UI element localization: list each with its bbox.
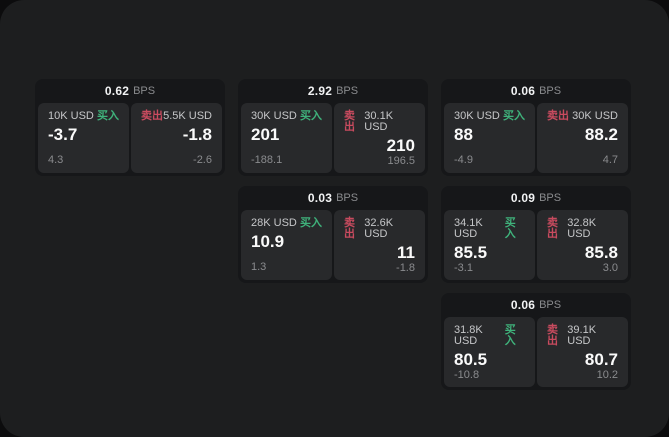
buy-panel[interactable]: 31.8K USD 买入 80.5 -10.8 [444, 317, 535, 387]
sell-panel[interactable]: 卖出 32.6K USD 11 -1.8 [334, 210, 425, 280]
quote-card[interactable]: 0.03 BPS 28K USD 买入 10.9 1.3 卖出 32.6K US… [238, 186, 428, 283]
quote-card[interactable]: 0.06 BPS 31.8K USD 买入 80.5 -10.8 卖出 39.1… [441, 293, 631, 390]
bps-unit-label: BPS [539, 85, 562, 97]
bps-value: 2.92 [307, 84, 333, 98]
buy-panel[interactable]: 30K USD 买入 88 -4.9 [444, 103, 535, 173]
bps-header: 2.92 BPS [241, 79, 425, 103]
sell-size-label: 32.6K USD [364, 217, 394, 240]
buy-tag[interactable]: 买入 [504, 217, 516, 240]
sell-panel[interactable]: 卖出 30K USD 88.2 4.7 [537, 103, 628, 173]
buy-size-label: 28K USD [251, 217, 297, 229]
buy-change: -188.1 [251, 154, 283, 166]
bps-unit-label: BPS [539, 192, 562, 204]
sell-panel[interactable]: 卖出 39.1K USD 80.7 10.2 [537, 317, 628, 387]
buy-tag[interactable]: 买入 [300, 217, 322, 229]
bps-header: 0.03 BPS [241, 186, 425, 210]
sell-change: -2.6 [193, 154, 212, 166]
sell-size-label: 39.1K USD [567, 324, 597, 347]
buy-change: -3.1 [454, 261, 473, 274]
quote-card[interactable]: 0.06 BPS 30K USD 买入 88 -4.9 卖出 30K USD 8… [441, 79, 631, 176]
buy-panel[interactable]: 30K USD 买入 201 -188.1 [241, 103, 332, 173]
bps-header: 0.06 BPS [444, 79, 628, 103]
bps-header: 0.09 BPS [444, 186, 628, 210]
buy-price: 85.5 [454, 243, 488, 262]
bps-value: 0.03 [307, 191, 333, 205]
bps-header: 0.62 BPS [38, 79, 222, 103]
sell-price: -1.8 [182, 125, 212, 144]
buy-size-label: 30K USD [454, 110, 500, 122]
sell-price: 88.2 [584, 125, 618, 144]
buy-size-label: 30K USD [251, 110, 297, 122]
sell-tag[interactable]: 卖出 [547, 217, 558, 240]
buy-tag[interactable]: 买入 [503, 110, 525, 122]
sell-change: 196.5 [387, 154, 415, 167]
buy-change: 4.3 [48, 154, 64, 166]
bps-header: 0.06 BPS [444, 293, 628, 317]
quote-card[interactable]: 0.09 BPS 34.1K USD 买入 85.5 -3.1 卖出 32.8K… [441, 186, 631, 283]
sell-panel[interactable]: 卖出 30.1K USD 210 196.5 [334, 103, 425, 173]
sell-price: 85.8 [584, 243, 618, 262]
sell-size-label: 32.8K USD [567, 217, 597, 240]
buy-size-label: 31.8K USD [454, 324, 483, 347]
sell-tag[interactable]: 卖出 [344, 110, 355, 133]
bps-unit-label: BPS [133, 85, 156, 97]
sell-size-label: 30K USD [572, 110, 618, 122]
buy-price: 88 [454, 125, 473, 144]
buy-panel[interactable]: 28K USD 买入 10.9 1.3 [241, 210, 332, 280]
buy-size-label: 10K USD [48, 110, 94, 122]
buy-tag[interactable]: 买入 [300, 110, 322, 122]
buy-price: 10.9 [251, 232, 285, 251]
buy-price: -3.7 [48, 125, 78, 144]
bps-value: 0.06 [510, 84, 536, 98]
bps-unit-label: BPS [539, 299, 562, 311]
quote-card[interactable]: 0.62 BPS 10K USD 买入 -3.7 4.3 卖出 5.5K USD… [35, 79, 225, 176]
sell-size-label: 30.1K USD [364, 110, 394, 133]
quote-card[interactable]: 2.92 BPS 30K USD 买入 201 -188.1 卖出 30.1K … [238, 79, 428, 176]
bps-unit-label: BPS [336, 85, 359, 97]
buy-change: 1.3 [251, 261, 267, 273]
bps-value: 0.09 [510, 191, 536, 205]
sell-change: 10.2 [596, 368, 618, 381]
buy-tag[interactable]: 买入 [97, 110, 119, 122]
sell-price: 11 [397, 243, 415, 262]
sell-price: 210 [386, 136, 415, 155]
sell-change: 4.7 [602, 154, 618, 166]
buy-size-label: 34.1K USD [454, 217, 483, 240]
sell-panel[interactable]: 卖出 5.5K USD -1.8 -2.6 [131, 103, 222, 173]
sell-change: 3.0 [602, 261, 618, 274]
buy-panel[interactable]: 10K USD 买入 -3.7 4.3 [38, 103, 129, 173]
sell-tag[interactable]: 卖出 [344, 217, 355, 240]
sell-change: -1.8 [396, 261, 415, 274]
sell-price: 80.7 [584, 350, 618, 369]
bps-unit-label: BPS [336, 192, 359, 204]
sell-size-label: 5.5K USD [163, 110, 212, 122]
buy-panel[interactable]: 34.1K USD 买入 85.5 -3.1 [444, 210, 535, 280]
buy-change: -10.8 [454, 368, 480, 381]
sell-tag[interactable]: 卖出 [547, 324, 558, 347]
bps-value: 0.62 [104, 84, 130, 98]
sell-tag[interactable]: 卖出 [141, 110, 163, 122]
buy-tag[interactable]: 买入 [504, 324, 516, 347]
sell-panel[interactable]: 卖出 32.8K USD 85.8 3.0 [537, 210, 628, 280]
buy-price: 201 [251, 125, 280, 144]
sell-tag[interactable]: 卖出 [547, 110, 569, 122]
buy-price: 80.5 [454, 350, 488, 369]
bps-value: 0.06 [510, 298, 536, 312]
buy-change: -4.9 [454, 154, 473, 166]
